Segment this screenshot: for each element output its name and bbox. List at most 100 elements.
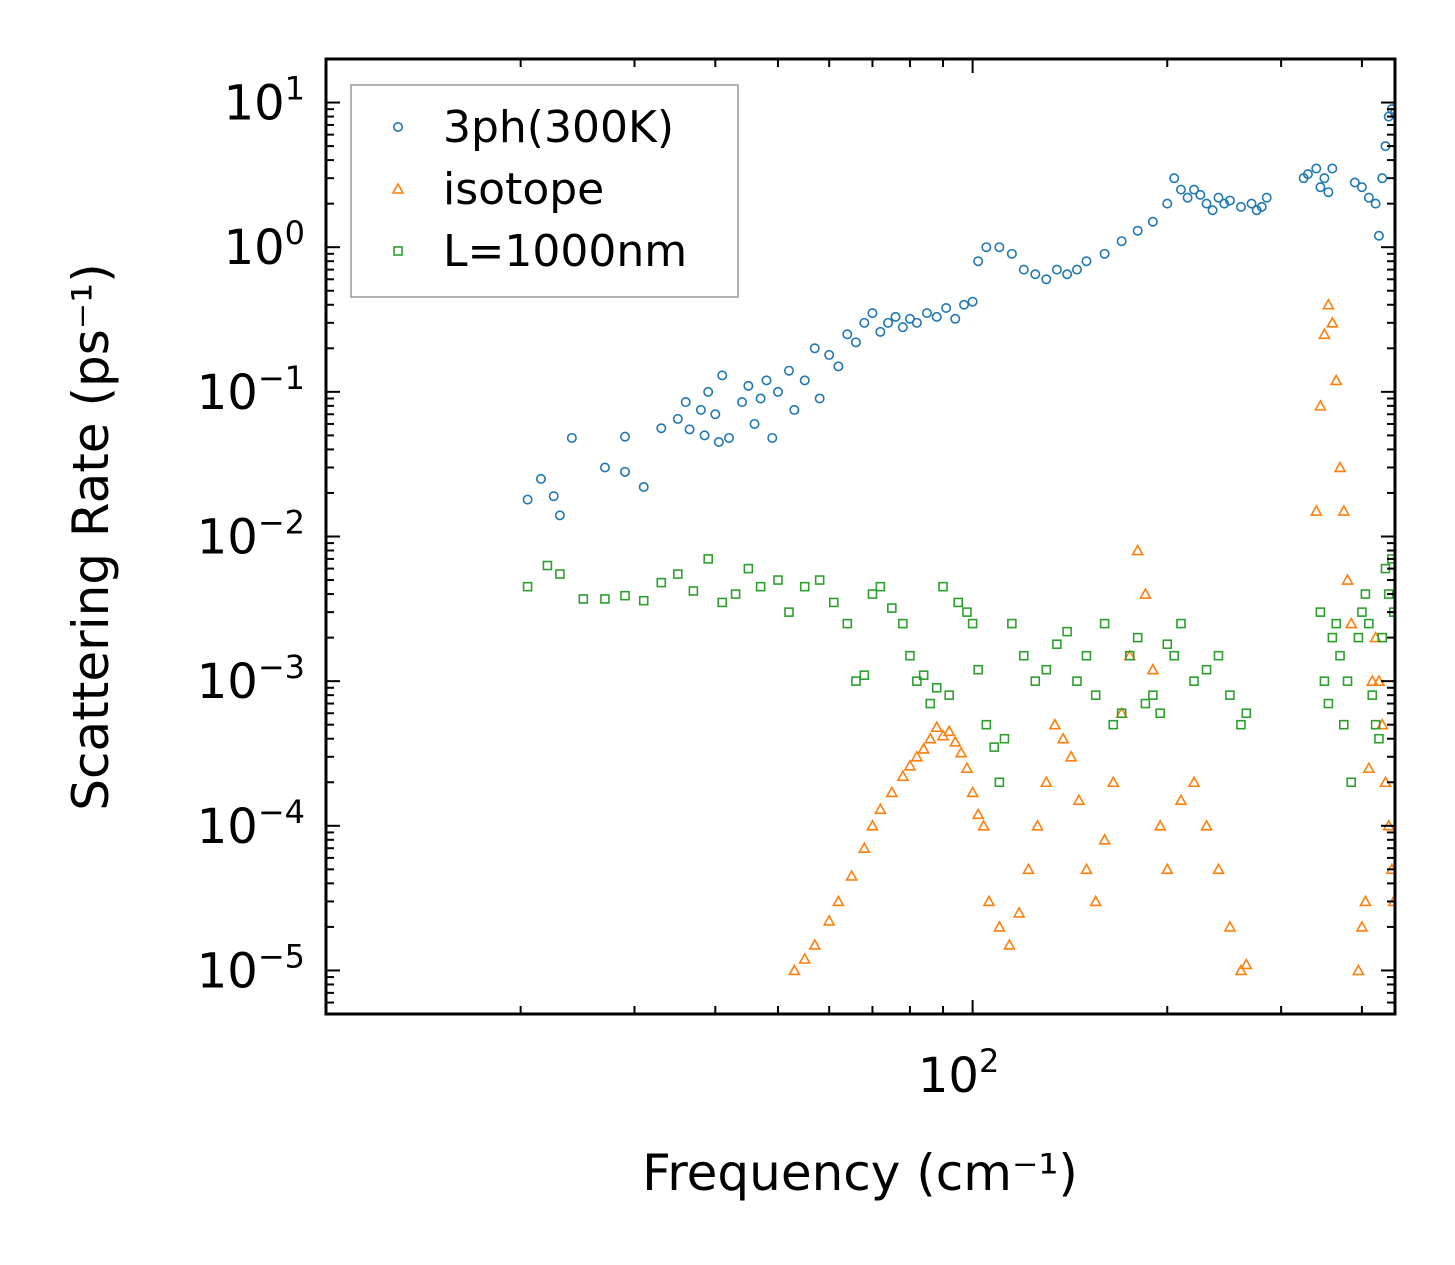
data-point (1116, 236, 1127, 247)
data-point (1019, 650, 1029, 661)
plot-frame (324, 57, 1397, 1016)
data-point (1344, 616, 1358, 629)
data-point (1377, 632, 1388, 643)
data-point (1359, 894, 1372, 907)
data-point (703, 386, 714, 397)
data-point (1187, 775, 1201, 788)
legend-entry: isotope (443, 164, 604, 215)
data-point (1062, 626, 1072, 637)
data-point (833, 361, 844, 372)
data-point (1162, 198, 1173, 209)
data-point (684, 424, 695, 435)
data-point (1051, 264, 1062, 275)
data-point (1160, 862, 1174, 875)
data-point (578, 594, 589, 604)
data-point (859, 317, 870, 328)
data-point (994, 242, 1005, 253)
data-point (1140, 698, 1151, 709)
data-point (842, 329, 853, 340)
y-tick-label: 100 (224, 214, 305, 276)
data-point (548, 491, 559, 502)
y-tick-label: 10−4 (197, 793, 305, 855)
data-point (1132, 225, 1143, 236)
data-point (1223, 920, 1237, 932)
data-point (1207, 205, 1218, 216)
data-point (1212, 862, 1225, 875)
data-point (1131, 543, 1145, 556)
data-point (1329, 373, 1343, 386)
data-point (717, 370, 728, 381)
data-point (787, 963, 801, 976)
data-point (1182, 192, 1193, 203)
data-point (1003, 938, 1016, 950)
data-point (1322, 298, 1335, 310)
data-point (1195, 189, 1206, 200)
data-point (1349, 177, 1360, 188)
tick-labels: 102 101 100 10−1 10−2 10−3 10−4 10−5 (197, 70, 1000, 1104)
y-tick-label: 10−2 (197, 504, 305, 566)
data-point (773, 575, 783, 585)
data-point (867, 308, 878, 319)
data-point (1236, 719, 1246, 730)
data-point (554, 510, 565, 521)
data-point (638, 481, 649, 492)
data-point (600, 594, 610, 604)
data-point (688, 586, 699, 596)
data-point (808, 938, 822, 950)
data-point (761, 375, 772, 386)
data-point (814, 575, 825, 585)
data-point (672, 413, 683, 424)
data-point (1169, 650, 1180, 661)
data-point (619, 466, 630, 477)
data-point (656, 423, 667, 434)
data-point (1041, 664, 1052, 675)
data-point (1342, 676, 1353, 686)
data-point (1132, 632, 1143, 643)
data-point (903, 759, 917, 771)
data-point (993, 920, 1006, 932)
data-point (1390, 107, 1395, 118)
data-point (953, 597, 964, 608)
x-tick-label: 102 (918, 1042, 999, 1104)
data-point (1367, 690, 1378, 700)
data-point (1139, 587, 1152, 599)
data-point (1080, 862, 1093, 875)
data-point (1353, 632, 1364, 643)
data-point (1064, 750, 1078, 762)
data-point (1335, 650, 1345, 661)
data-point (1357, 607, 1367, 617)
data-point (989, 742, 1000, 752)
data-point (887, 603, 897, 613)
data-point (1337, 504, 1351, 516)
data-point (1039, 775, 1053, 788)
data-point (1224, 195, 1235, 206)
y-tick-label: 10−3 (197, 648, 305, 710)
data-point (1081, 650, 1092, 661)
data-point (959, 299, 970, 310)
data-point (948, 735, 962, 747)
data-point (1081, 256, 1092, 267)
data-point (944, 690, 955, 700)
data-point (1089, 894, 1103, 907)
data-point (1363, 192, 1374, 203)
data-point (809, 343, 820, 354)
data-point (789, 404, 800, 415)
data-point (638, 595, 649, 606)
data-point (918, 670, 929, 680)
data-point (930, 720, 944, 733)
data-point (982, 894, 996, 907)
data-point (1030, 269, 1041, 280)
data-point (923, 732, 937, 744)
data-point (829, 597, 839, 608)
data-point (1147, 216, 1158, 227)
legend-entry: 3ph(300K) (443, 102, 674, 153)
data-point (783, 365, 794, 376)
data-point (1007, 618, 1017, 629)
data-point (1364, 618, 1374, 629)
data-point (743, 563, 754, 574)
data-point (1189, 184, 1200, 195)
data-point (1325, 316, 1339, 328)
data-point (1022, 862, 1035, 875)
data-point (566, 432, 577, 443)
data-point (1108, 719, 1119, 730)
